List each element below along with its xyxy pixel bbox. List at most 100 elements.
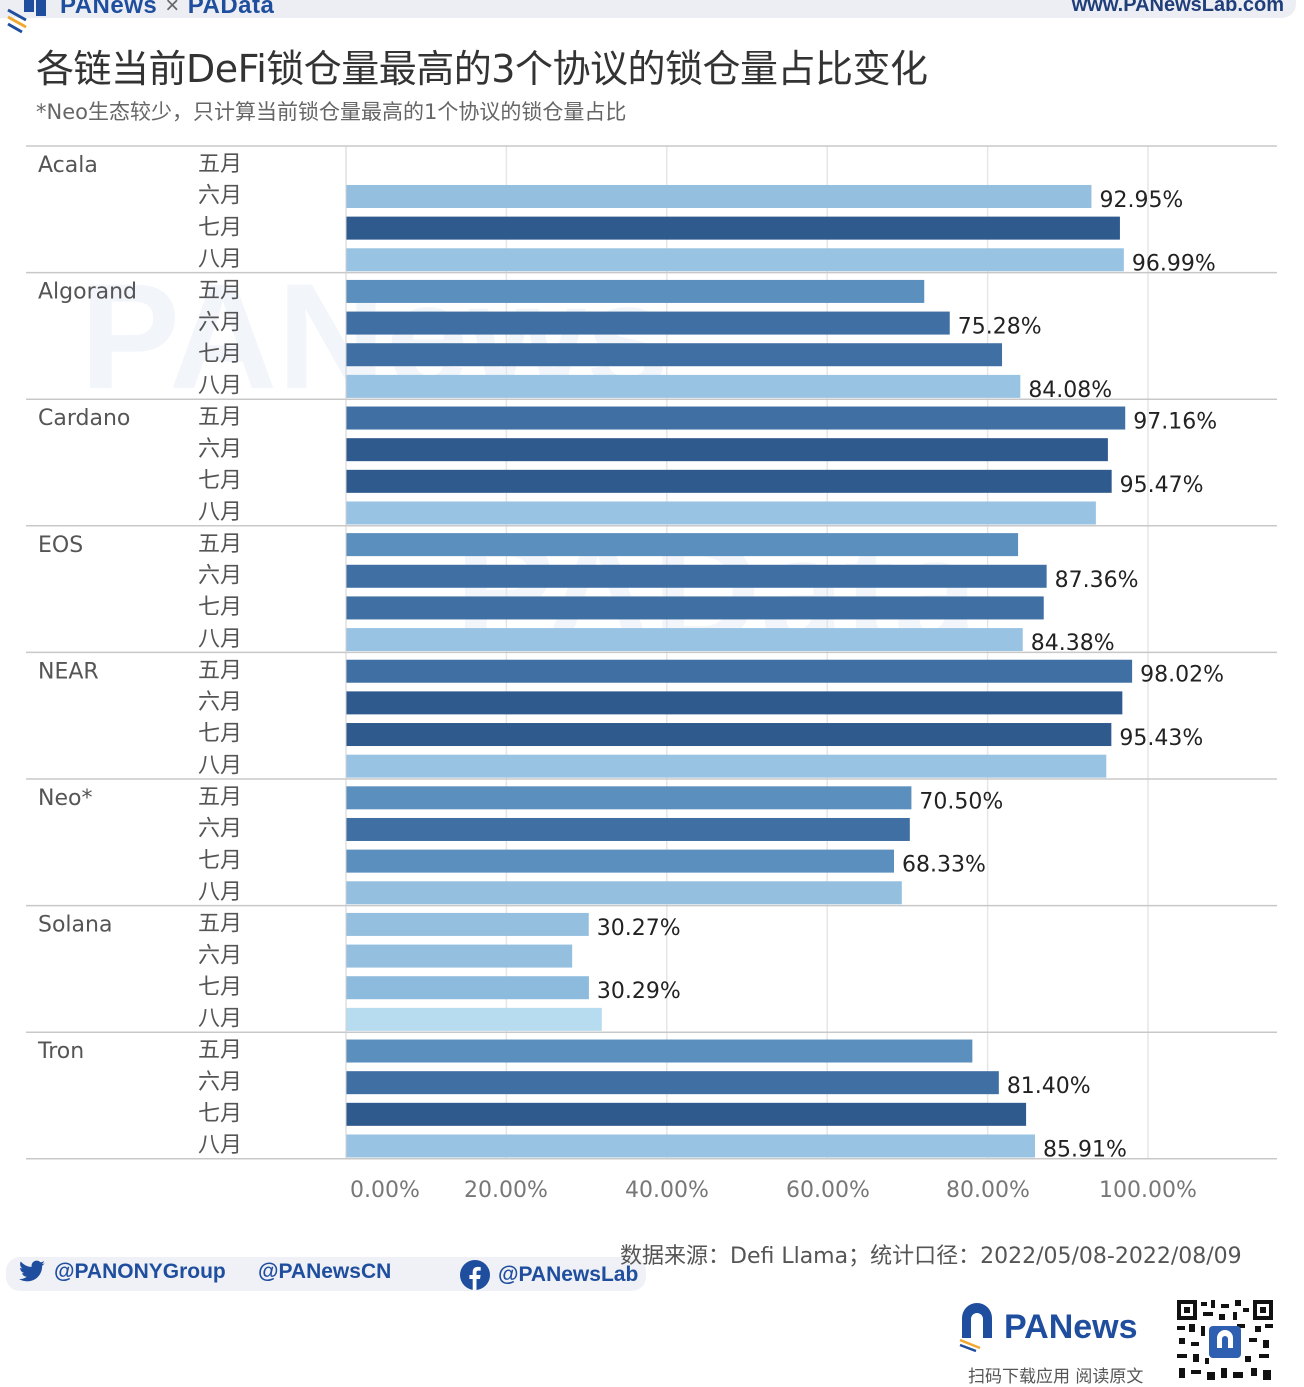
bar-near-8[interactable] [346, 754, 1107, 778]
month-label: 六月 [198, 184, 242, 209]
bar-algorand-5[interactable] [346, 279, 925, 303]
bar-cardano-6[interactable] [346, 438, 1108, 462]
bar-solana-6[interactable] [346, 944, 573, 968]
month-label: 八月 [198, 880, 242, 905]
month-label: 八月 [198, 374, 242, 399]
data-label: 92.95% [1099, 188, 1183, 213]
x-tick-label: 0.00% [350, 1178, 420, 1203]
month-label: 七月 [198, 595, 242, 620]
scan-instruction: 扫码下载应用 阅读原文 [968, 1367, 1144, 1387]
month-label: 五月 [198, 1038, 242, 1063]
bar-neo-5[interactable] [346, 786, 912, 810]
bar-neo-7[interactable] [346, 849, 895, 873]
chart-subtitle: *Neo生态较少，只计算当前锁仓量最高的1个协议的锁仓量占比 [36, 100, 627, 124]
bar-solana-8[interactable] [346, 1007, 602, 1031]
facebook-handle: @PANewsLab [498, 1263, 639, 1286]
month-label: 五月 [198, 912, 242, 937]
bar-eos-6[interactable] [346, 564, 1047, 588]
data-label: 87.36% [1055, 568, 1139, 593]
chain-label-eos: EOS [38, 533, 83, 558]
month-label: 八月 [198, 1007, 242, 1032]
month-label: 七月 [198, 215, 242, 240]
x-tick-label: 60.00% [786, 1178, 870, 1203]
bar-tron-6[interactable] [346, 1071, 999, 1095]
month-label: 五月 [198, 152, 242, 177]
month-label: 六月 [198, 563, 242, 588]
month-label: 八月 [198, 247, 242, 272]
social-bar [6, 1257, 646, 1291]
month-label: 八月 [198, 500, 242, 525]
data-label: 70.50% [919, 789, 1003, 814]
bar-near-6[interactable] [346, 691, 1123, 715]
bar-near-7[interactable] [346, 723, 1112, 747]
brand-title: PANews × PAData [60, 0, 274, 20]
data-label: 97.16% [1133, 410, 1217, 435]
data-label: 98.02% [1140, 663, 1224, 688]
bar-algorand-7[interactable] [346, 343, 1003, 367]
x-tick-label: 80.00% [946, 1178, 1030, 1203]
month-label: 五月 [198, 785, 242, 810]
bar-cardano-5[interactable] [346, 406, 1126, 430]
panews-footer-logo: PANews [958, 1302, 1138, 1352]
bar-eos-8[interactable] [346, 628, 1023, 652]
bar-neo-8[interactable] [346, 881, 902, 905]
weibo-handle: @PANewsCN [258, 1260, 392, 1283]
bar-solana-5[interactable] [346, 912, 589, 936]
weibo-link[interactable]: @PANewsCN [258, 1260, 391, 1284]
month-label: 六月 [198, 690, 242, 715]
bar-acala-6[interactable] [346, 184, 1092, 208]
bar-acala-7[interactable] [346, 216, 1120, 240]
month-label: 八月 [198, 1133, 242, 1158]
bar-algorand-6[interactable] [346, 311, 950, 335]
twitter-icon [19, 1260, 45, 1282]
x-tick-label: 100.00% [1099, 1178, 1197, 1203]
data-label: 95.47% [1120, 473, 1204, 498]
qr-code-icon[interactable] [1175, 1298, 1275, 1382]
data-label: 81.40% [1007, 1074, 1091, 1099]
bar-cardano-7[interactable] [346, 469, 1112, 493]
bar-tron-5[interactable] [346, 1039, 973, 1063]
panews-arch-icon [959, 1303, 992, 1352]
month-label: 七月 [198, 342, 242, 367]
chart-title: 各链当前DeFi锁仓量最高的3个协议的锁仓量占比变化 [36, 47, 928, 91]
month-label: 六月 [198, 817, 242, 842]
bar-near-5[interactable] [346, 659, 1133, 683]
data-label: 68.33% [902, 853, 986, 878]
twitter-link[interactable]: @PANONYGroup [18, 1260, 226, 1284]
brand-padata: PAData [187, 0, 275, 19]
panews-logo-text: PANews [1004, 1307, 1138, 1346]
month-label: 六月 [198, 437, 242, 462]
data-label: 95.43% [1119, 726, 1203, 751]
bar-eos-5[interactable] [346, 533, 1019, 557]
x-tick-label: 40.00% [625, 1178, 709, 1203]
brand-separator: × [165, 0, 180, 19]
facebook-link[interactable]: @PANewsLab [460, 1260, 638, 1290]
chain-label-acala: Acala [38, 153, 98, 178]
site-url[interactable]: www.PANewsLab.com [1071, 0, 1284, 16]
month-label: 七月 [198, 975, 242, 1000]
x-tick-label: 20.00% [464, 1178, 548, 1203]
chain-label-algorand: Algorand [38, 280, 137, 305]
month-label: 八月 [198, 627, 242, 652]
data-label: 30.29% [597, 979, 681, 1004]
bar-tron-8[interactable] [346, 1134, 1035, 1158]
bar-neo-6[interactable] [346, 817, 910, 841]
data-label: 30.27% [597, 916, 681, 941]
bar-eos-7[interactable] [346, 596, 1044, 620]
bar-solana-7[interactable] [346, 976, 589, 1000]
bar-acala-8[interactable] [346, 248, 1124, 272]
data-label: 75.28% [958, 315, 1042, 340]
bar-tron-7[interactable] [346, 1102, 1027, 1126]
month-label: 六月 [198, 310, 242, 335]
bar-algorand-8[interactable] [346, 374, 1021, 398]
month-label: 七月 [198, 722, 242, 747]
month-label: 六月 [198, 943, 242, 968]
chain-label-cardano: Cardano [38, 406, 130, 431]
month-label: 七月 [198, 1102, 242, 1127]
chain-label-solana: Solana [38, 913, 112, 938]
month-label: 八月 [198, 753, 242, 778]
bar-cardano-8[interactable] [346, 501, 1096, 525]
twitter-handle: @PANONYGroup [54, 1260, 226, 1283]
panews-logo-icon [7, 0, 46, 34]
month-label: 五月 [198, 532, 242, 557]
